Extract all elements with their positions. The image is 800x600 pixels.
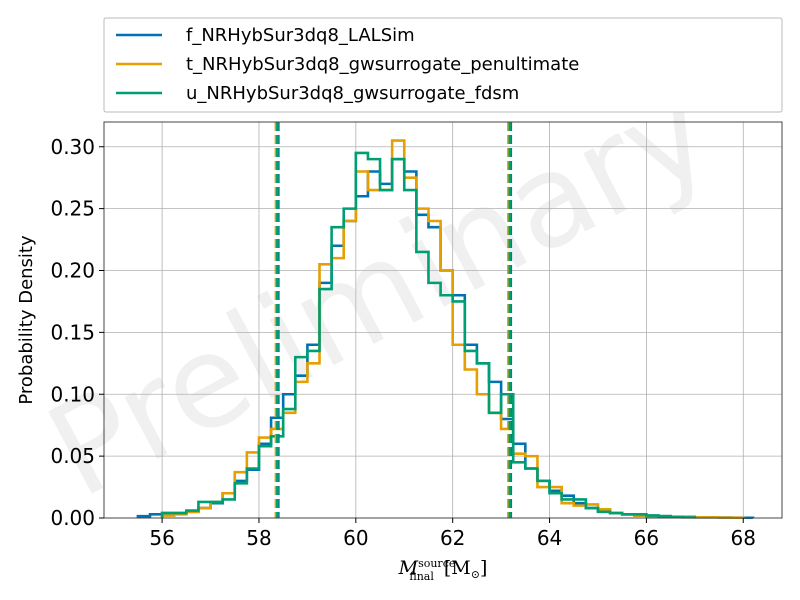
x-tick-label: 60 <box>343 526 368 550</box>
x-tick-label: 64 <box>537 526 562 550</box>
x-tick-label: 56 <box>149 526 174 550</box>
y-tick-label: 0.10 <box>50 382 95 406</box>
legend: f_NRHybSur3dq8_LALSim t_NRHybSur3dq8_gwsu… <box>103 17 783 113</box>
x-tick-label: 58 <box>246 526 271 550</box>
legend-box <box>103 17 783 113</box>
y-tick-label: 0.20 <box>50 259 95 283</box>
legend-label-2: t_NRHybSur3dq8_gwsurrogate_penultimate <box>186 54 579 75</box>
y-tick-label: 0.25 <box>50 197 95 221</box>
axis-ticks: 56 58 60 62 64 66 68 0.00 0.05 0.10 0.15 0.20 0.25 0.… <box>50 135 756 550</box>
x-tick-label: 62 <box>440 526 465 550</box>
legend-label-3: u_NRHybSur3dq8_gwsurrogate_fdsm <box>186 83 519 104</box>
legend-label-1: f_NRHybSur3dq8_LALSim <box>186 25 415 46</box>
y-tick-label: 0.00 <box>50 506 95 530</box>
series-layer <box>136 139 755 520</box>
credible-interval-lines <box>274 122 513 518</box>
x-axis-label: Msource final [M⊙] <box>398 557 488 583</box>
y-tick-label: 0.15 <box>50 320 95 344</box>
y-axis-label: Probability Density <box>16 235 37 405</box>
y-tick-label: 0.05 <box>50 444 95 468</box>
x-tick-label: 68 <box>731 526 756 550</box>
plot-frame <box>103 121 783 519</box>
y-tick-label: 0.30 <box>50 135 95 159</box>
histogram-series-3 <box>160 151 697 519</box>
x-tick-label: 66 <box>634 526 659 550</box>
